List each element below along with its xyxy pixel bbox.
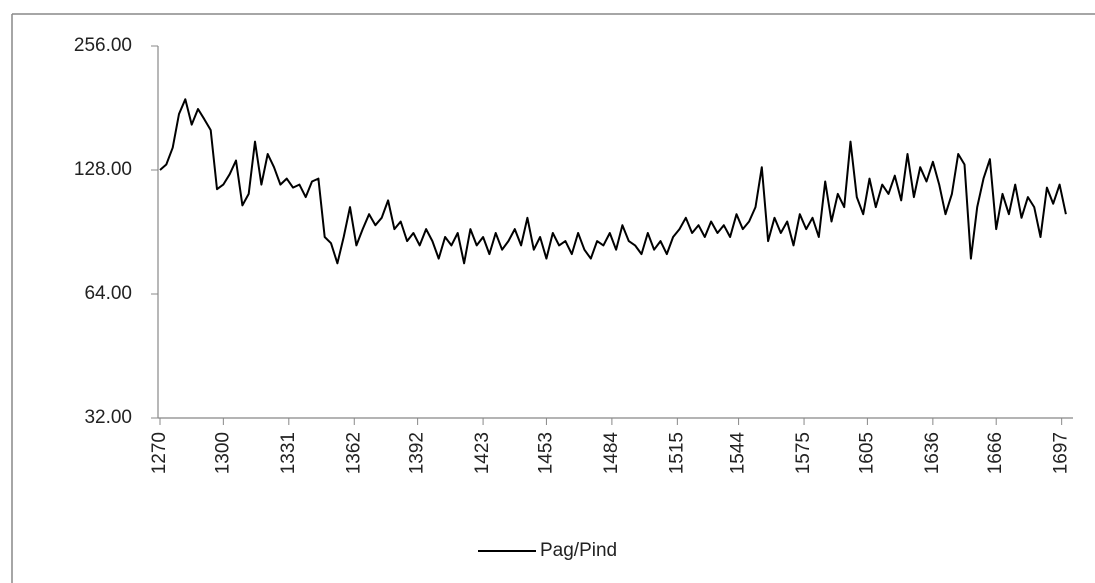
x-tick-label: 1515 [666,432,687,474]
x-tick-label: 1331 [278,432,299,474]
x-tick-label: 1605 [856,432,877,474]
x-tick-label: 1544 [728,432,749,475]
y-tick-label: 32.00 [84,407,132,428]
x-tick-label: 1697 [1051,432,1072,474]
x-tick-label: 1636 [922,432,943,474]
x-tick-label: 1484 [601,432,622,475]
x-tick-label: 1453 [535,432,556,474]
x-tick-label: 1423 [472,432,493,474]
y-tick-label: 256.00 [74,35,132,56]
legend-label: Pag/Pind [540,540,617,561]
x-tick-label: 1362 [343,432,364,474]
x-tick-label: 1575 [793,432,814,474]
legend: Pag/Pind [478,540,617,561]
x-tick-label: 1270 [149,432,170,474]
x-tick-label: 1300 [212,432,233,474]
data-line [159,98,1067,265]
y-tick-label: 128.00 [74,159,132,180]
y-tick-label: 64.00 [84,283,132,304]
x-tick-label: 1392 [407,432,428,474]
x-tick-label: 1666 [985,432,1006,474]
